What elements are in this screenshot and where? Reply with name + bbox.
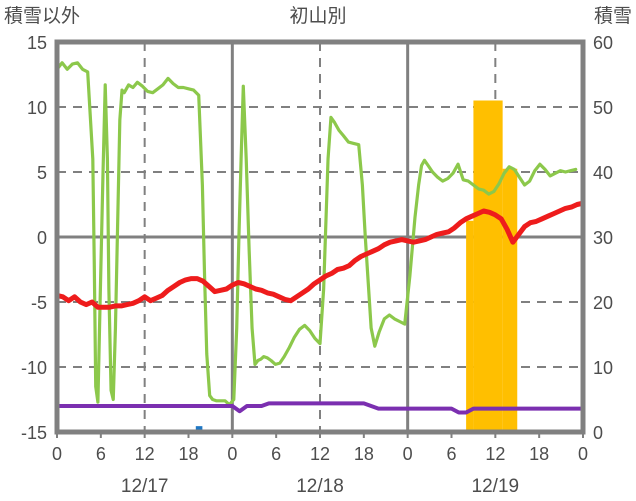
date-labels: 12/17 12/18 12/19 (121, 476, 519, 497)
x-axis-tick-label: 18 (178, 444, 198, 464)
x-axis-tick-label: 6 (446, 444, 456, 464)
precipitation-bar (195, 426, 203, 433)
chart-title: 初山別 (289, 5, 346, 27)
y2-axis-tick-label: 60 (593, 33, 613, 53)
green-series (57, 61, 578, 407)
x-axis-tick-label: 0 (52, 444, 62, 464)
x-axis-tick-label: 18 (529, 444, 549, 464)
date-label: 12/18 (296, 476, 344, 497)
x-axis-tick-label: 0 (578, 444, 588, 464)
x-axis-tick-label: 12 (485, 444, 505, 464)
x-axis-tick-label: 0 (227, 444, 237, 464)
snow-depth-bar-segment (502, 168, 518, 432)
plot-border (54, 39, 586, 435)
y-axis-tick-label: -15 (21, 423, 47, 443)
y-axis-tick-label: 5 (37, 163, 47, 183)
y-axis-tick-label: 0 (37, 228, 47, 248)
snow-depth-bar-segment (466, 220, 474, 432)
right-axis-title: 積雪 (594, 5, 632, 27)
purple-series (57, 401, 583, 415)
y2-axis-tick-label: 0 (593, 423, 603, 443)
x-axis-tick-label: 6 (96, 444, 106, 464)
plot-frame (54, 39, 586, 435)
date-label: 12/19 (472, 476, 520, 497)
x-axis-tick-label: 12 (310, 444, 330, 464)
date-label: 12/17 (121, 476, 169, 497)
y2-axis-tick-label: 40 (593, 163, 613, 183)
y2-axis-tick-label: 20 (593, 293, 613, 313)
y2-axis-tick-label: 10 (593, 358, 613, 378)
y2-axis-tick-label: 30 (593, 228, 613, 248)
precipitation-markers (195, 426, 203, 433)
y-axis-tick-label: 10 (27, 98, 47, 118)
x-axis-tick-label: 6 (271, 444, 281, 464)
red-series (57, 200, 583, 310)
x-axis-tick-label: 0 (403, 444, 413, 464)
data-series-lines (57, 61, 583, 415)
snow-depth-bar-segment (473, 100, 503, 432)
x-axis-tick-label: 12 (135, 444, 155, 464)
left-axis-title: 積雪以外 (4, 5, 80, 27)
y-axis-tick-label: -5 (31, 293, 47, 313)
y2-axis-tick-label: 50 (593, 98, 613, 118)
x-axis-tick-label: 18 (354, 444, 374, 464)
y-axis-tick-label: 15 (27, 33, 47, 53)
snow-depth-bars (466, 100, 518, 432)
y-axis-tick-label: -10 (21, 358, 47, 378)
